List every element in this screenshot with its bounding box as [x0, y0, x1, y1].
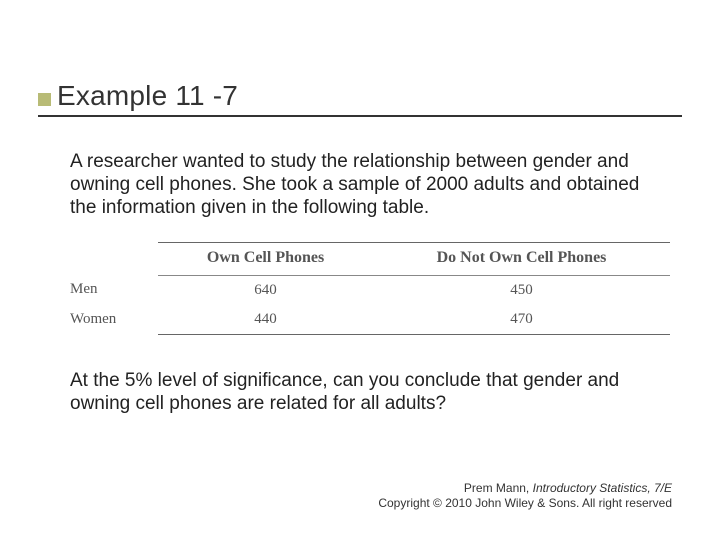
intro-paragraph: A researcher wanted to study the relatio…: [70, 150, 670, 220]
slide: Example 11 -7 A researcher wanted to stu…: [0, 0, 720, 540]
footer-line-1: Prem Mann, Introductory Statistics, 7/E: [378, 481, 672, 495]
table-cell: 450: [373, 275, 670, 305]
title-row: Example 11 -7: [38, 80, 682, 112]
table-header-row: Own Cell Phones Do Not Own Cell Phones: [70, 242, 670, 275]
table-corner: [70, 242, 158, 275]
data-table: Own Cell Phones Do Not Own Cell Phones M…: [70, 242, 670, 335]
table-cell: 640: [158, 275, 373, 305]
title-region: Example 11 -7: [38, 80, 682, 117]
slide-title: Example 11 -7: [57, 80, 238, 112]
table-cell: 440: [158, 305, 373, 335]
question-paragraph: At the 5% level of significance, can you…: [70, 369, 670, 415]
table-row: Men 640 450: [70, 275, 670, 305]
footer-author: Prem Mann,: [464, 481, 533, 495]
title-underline: [38, 115, 682, 117]
col-header: Do Not Own Cell Phones: [373, 242, 670, 275]
row-label: Men: [70, 275, 158, 305]
col-header: Own Cell Phones: [158, 242, 373, 275]
table-row: Women 440 470: [70, 305, 670, 335]
footer-book-title: Introductory Statistics, 7/E: [533, 481, 672, 495]
footer-copyright: Copyright © 2010 John Wiley & Sons. All …: [378, 496, 672, 510]
row-label: Women: [70, 305, 158, 335]
bullet-icon: [38, 93, 51, 106]
table-cell: 470: [373, 305, 670, 335]
footer: Prem Mann, Introductory Statistics, 7/E …: [378, 481, 672, 510]
body-region: A researcher wanted to study the relatio…: [70, 150, 670, 415]
